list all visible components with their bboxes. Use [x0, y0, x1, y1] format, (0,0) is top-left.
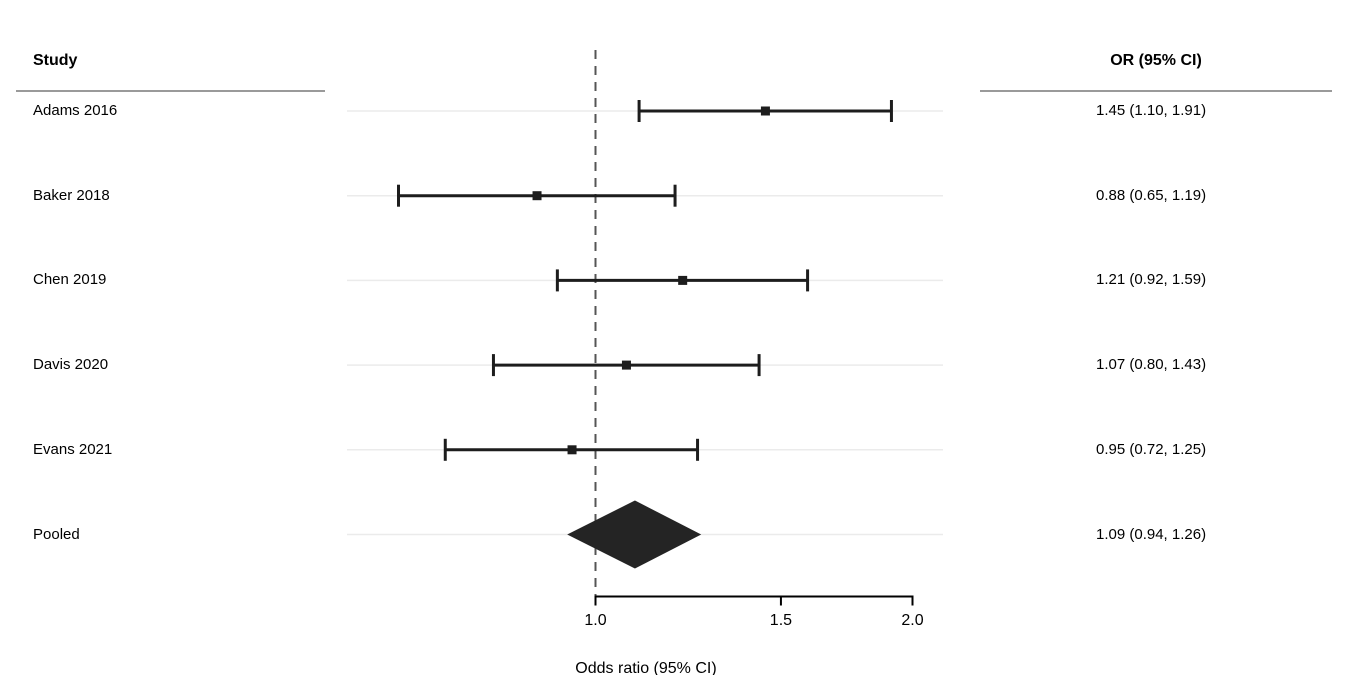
point-estimate-marker — [532, 191, 542, 201]
x-tick-label: 1.0 — [584, 612, 606, 629]
x-axis-title: Odds ratio (95% CI) — [575, 660, 717, 675]
pooled-diamond — [567, 500, 702, 569]
study-label: Davis 2020 — [33, 356, 109, 374]
or-ci-value: 1.45 (1.10, 1.91) — [1096, 102, 1207, 119]
study-column-header: Study — [33, 52, 78, 69]
study-label: Evans 2021 — [33, 440, 113, 458]
x-tick-label: 1.5 — [770, 612, 792, 629]
point-estimate-marker — [760, 106, 770, 116]
study-label: Chen 2019 — [33, 271, 107, 289]
study-label: Baker 2018 — [33, 186, 110, 204]
or-ci-value: 1.21 (0.92, 1.59) — [1096, 271, 1207, 289]
or-ci-value: 0.95 (0.72, 1.25) — [1096, 440, 1207, 458]
or-column-header: OR (95% CI) — [1110, 52, 1202, 69]
point-estimate-marker — [567, 445, 577, 455]
or-ci-value: 1.09 (0.94, 1.26) — [1096, 525, 1207, 543]
or-header-rule — [980, 90, 1332, 92]
or-ci-value: 0.88 (0.65, 1.19) — [1096, 186, 1207, 204]
x-tick-label: 2.0 — [901, 612, 923, 629]
point-estimate-marker — [678, 275, 688, 285]
point-estimate-marker — [621, 360, 631, 370]
study-label: Adams 2016 — [33, 102, 118, 119]
study-label: Pooled — [33, 525, 80, 543]
study-header-rule — [16, 90, 325, 92]
or-ci-value: 1.07 (0.80, 1.43) — [1096, 356, 1207, 374]
